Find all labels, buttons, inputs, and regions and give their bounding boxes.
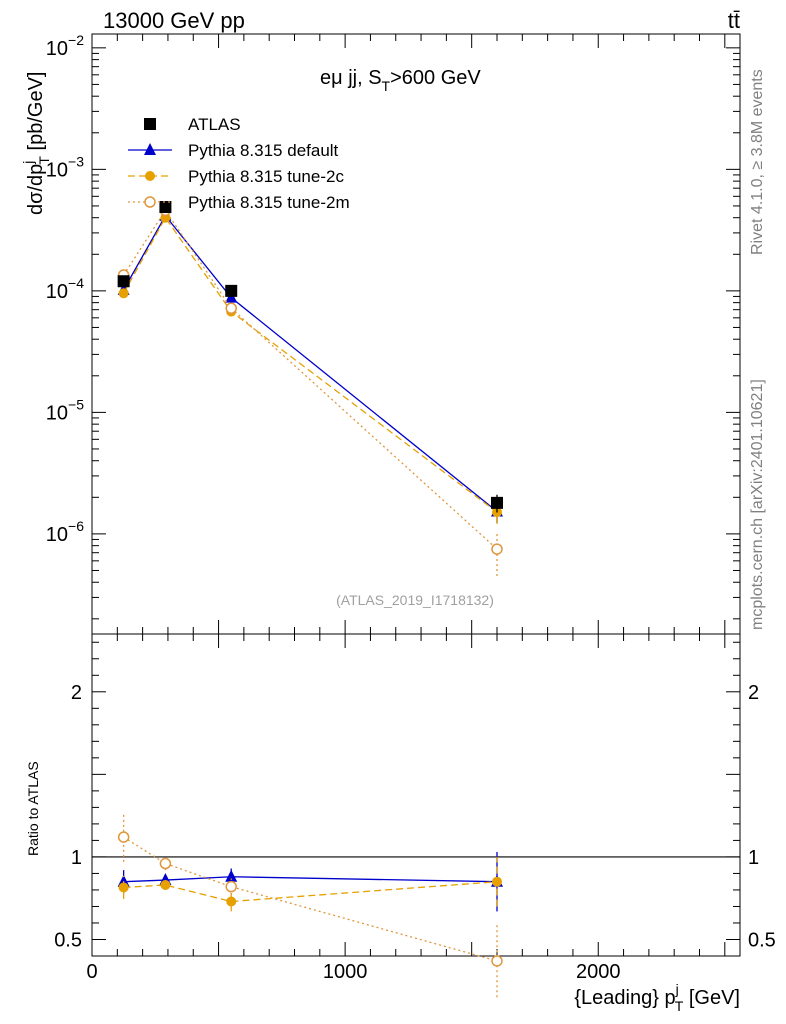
legend-label: ATLAS	[188, 115, 241, 134]
series-pythia-8-315-tune-2c	[118, 212, 502, 524]
legend-marker	[144, 143, 156, 155]
legend-marker	[144, 118, 156, 130]
ratio-tick-label: 0.5	[54, 929, 82, 951]
legend: ATLAS Pythia 8.315 default Pythia 8.315 tu…	[128, 115, 350, 212]
series-atlas	[117, 200, 503, 513]
ratio-point	[117, 831, 130, 843]
ratio-line	[123, 876, 498, 883]
y-tick-label: 10−2	[46, 32, 84, 60]
ratio-tick-label-right: 2	[748, 682, 759, 704]
chart-title: eμ jj, ST>600 GeV	[320, 67, 481, 94]
main-series-layer	[117, 200, 503, 577]
ratio-tick-label: 1	[71, 847, 82, 869]
x-tick-label: 1000	[323, 961, 368, 983]
series-line	[123, 209, 498, 550]
ratio-point	[118, 882, 129, 893]
ratio-panel-frame	[91, 633, 741, 957]
ratio-tick-label: 2	[71, 682, 82, 704]
legend-entry: Pythia 8.315 tune-2c	[128, 167, 344, 186]
series-line	[123, 214, 498, 512]
data-point	[491, 543, 503, 555]
data-point	[159, 200, 172, 213]
legend-label: Pythia 8.315 tune-2c	[188, 167, 344, 186]
x-axis: 0 1000 2000	[86, 34, 726, 983]
series-pythia-8-315-tune-2m	[117, 204, 503, 577]
legend-label: Pythia 8.315 default	[188, 141, 339, 160]
x-axis-label: {Leading} pj T [GeV]	[574, 981, 740, 1014]
ratio-series-pythia-8-315-tune-2m	[117, 812, 503, 998]
y-tick-label: 10−5	[46, 396, 84, 424]
legend-label: Pythia 8.315 tune-2m	[188, 193, 350, 212]
ratio-series-pythia-8-315-default	[117, 851, 503, 912]
analysis-id: (ATLAS_2019_I1718132)	[336, 592, 494, 608]
legend-marker	[144, 196, 156, 208]
series-line	[123, 216, 498, 513]
ratio-point	[491, 955, 503, 967]
rivet-label: Rivet 4.1.0, ≥ 3.8M events	[749, 69, 766, 255]
process-label: tt̄	[728, 8, 740, 33]
x-tick-label: 2000	[576, 961, 621, 983]
ratio-point	[159, 857, 172, 870]
legend-marker	[145, 171, 155, 181]
energy-label: 13000 GeV pp	[103, 8, 245, 33]
legend-entry: Pythia 8.315 default	[128, 141, 339, 160]
ratio-point	[160, 879, 171, 890]
ratio-y-axis: 0.5 0.5 1 1 2 2	[54, 641, 776, 957]
ratio-tick-label-right: 1	[748, 847, 759, 869]
y-tick-label: 10−3	[46, 153, 84, 181]
ratio-line	[123, 881, 498, 903]
ratio-point	[492, 876, 502, 887]
ratio-series-pythia-8-315-tune-2c	[118, 856, 502, 912]
ratio-series-layer	[117, 812, 503, 998]
y-axis-label: dσ/dpjT [pb/GeV]	[20, 72, 52, 215]
data-point	[225, 284, 238, 297]
mcplots-label: mcplots.cern.ch [arXiv:2401.10621]	[749, 379, 766, 630]
x-tick-label: 0	[86, 961, 97, 983]
data-point	[491, 496, 503, 509]
ratio-point	[225, 869, 238, 882]
legend-entry: Pythia 8.315 tune-2m	[128, 193, 350, 212]
ratio-tick-label-right: 0.5	[748, 929, 776, 951]
ratio-point	[225, 880, 237, 893]
y-tick-label: 10−6	[46, 518, 84, 546]
series-pythia-8-315-default	[117, 208, 503, 523]
ratio-point	[226, 896, 237, 907]
ratio-y-axis-label: Ratio to ATLAS	[25, 761, 41, 856]
data-point	[118, 288, 129, 299]
y-tick-label: 10−4	[46, 275, 84, 303]
legend-entry: ATLAS	[144, 115, 241, 134]
main-y-axis: 10−2 10−3 10−4 10−5 10−6	[46, 32, 740, 620]
data-point	[225, 302, 237, 314]
ratio-line	[123, 836, 498, 962]
data-point	[117, 275, 130, 288]
